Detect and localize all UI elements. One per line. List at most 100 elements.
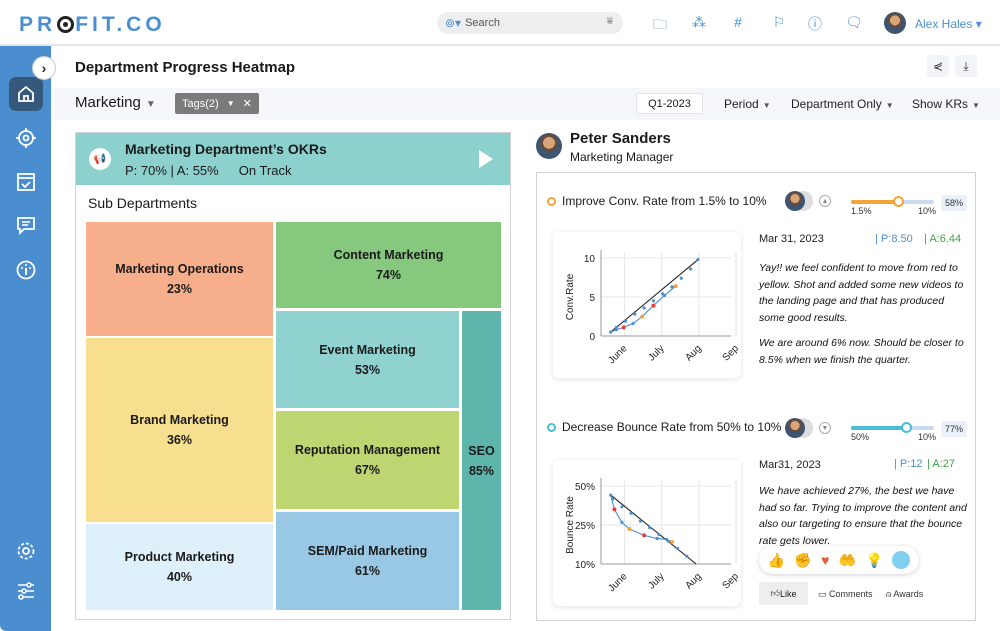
period-dropdown[interactable]: Period ▼ bbox=[724, 97, 771, 111]
search-input[interactable]: ⊚▾ Search ⩸ bbox=[437, 12, 623, 34]
sidebar-item-tasks[interactable] bbox=[12, 168, 40, 196]
okr-header[interactable]: 📢 Marketing Department’s OKRs P: 70% | A… bbox=[76, 133, 510, 185]
share-icon: ⋞ bbox=[932, 59, 944, 73]
sub-departments-label: Sub Departments bbox=[88, 195, 197, 211]
smile-icon[interactable] bbox=[892, 551, 911, 569]
sub-department-tile[interactable]: SEM/Paid Marketing 61% bbox=[276, 512, 459, 610]
download-button[interactable]: ⤓ bbox=[955, 55, 977, 77]
kr-title[interactable]: Improve Conv. Rate from 1.5% to 10% bbox=[562, 194, 767, 208]
y-tick-label: 10% bbox=[575, 560, 595, 571]
gauge-icon bbox=[16, 260, 36, 280]
sidebar-item-feedback[interactable] bbox=[12, 212, 40, 240]
help-icon[interactable]: ⓘ bbox=[808, 16, 822, 32]
highlight-point bbox=[621, 325, 626, 330]
like-button[interactable]: 👍︎ Like bbox=[759, 582, 808, 605]
planned-line bbox=[610, 494, 697, 565]
user-avatar[interactable] bbox=[884, 12, 906, 34]
planned-point bbox=[679, 276, 683, 280]
filter-icon[interactable]: ⩸ bbox=[606, 16, 613, 27]
checkin-date: Mar 31, 2023 bbox=[759, 233, 824, 245]
kr-progress-slider[interactable] bbox=[851, 422, 934, 433]
sub-department-tile[interactable]: SEO 85% bbox=[462, 311, 501, 610]
kr-progress-slider[interactable] bbox=[851, 196, 934, 207]
actual-point bbox=[609, 493, 613, 497]
highlight-point bbox=[673, 284, 678, 289]
sidebar-item-home[interactable] bbox=[9, 77, 43, 111]
top-bar: PR FIT.CO ⊚▾ Search ⩸ 🗀 ⁂ # ⚐ ⓘ 🗨 Alex Ha… bbox=[0, 0, 1000, 46]
sub-department-name: Event Marketing bbox=[319, 342, 416, 357]
kr-owner-avatar[interactable] bbox=[785, 191, 805, 211]
award-icon: ⍝ bbox=[886, 589, 894, 599]
sub-department-tile[interactable]: Brand Marketing 36% bbox=[86, 338, 273, 522]
sub-department-tile[interactable]: Event Marketing 53% bbox=[276, 311, 459, 408]
kr-owner-avatar[interactable] bbox=[785, 418, 805, 438]
show-krs-dropdown[interactable]: Show KRs ▼ bbox=[912, 97, 980, 111]
scope-dropdown[interactable]: Department Only ▼ bbox=[791, 97, 894, 111]
thumbs-up-icon[interactable]: 👍 bbox=[767, 551, 786, 568]
y-axis-label: Bounce Rate bbox=[565, 496, 576, 554]
sub-department-progress: 85% bbox=[468, 463, 495, 478]
message-icon bbox=[17, 217, 35, 236]
x-tick-label: Sep bbox=[721, 343, 741, 364]
checkin-comment: We are around 6% now. Should be closer t… bbox=[759, 337, 964, 366]
x-tick-label: Aug bbox=[683, 343, 703, 363]
planned-point bbox=[642, 306, 646, 310]
department-dropdown[interactable]: Marketing ▼ bbox=[75, 94, 156, 111]
checkin-comment: We have achieved 27%, the best we have h… bbox=[759, 485, 967, 547]
sub-department-tile[interactable]: Product Marketing 40% bbox=[86, 524, 273, 610]
home-icon bbox=[18, 85, 34, 102]
sub-department-name: SEO bbox=[468, 443, 495, 458]
arrow-down-icon: ▼ bbox=[819, 422, 831, 434]
actual-point bbox=[631, 321, 635, 326]
sidebar-item-objectives[interactable] bbox=[12, 124, 40, 152]
clap-icon[interactable]: ✊ bbox=[794, 551, 812, 568]
sub-department-name: Content Marketing bbox=[333, 248, 444, 262]
hashtag-icon[interactable]: # bbox=[734, 14, 742, 30]
user-menu[interactable]: Alex Hales ▾ bbox=[915, 17, 982, 31]
heart-hand-icon[interactable]: 🤲 bbox=[838, 551, 857, 568]
sub-department-tile[interactable]: Content Marketing 74% bbox=[276, 222, 501, 308]
highlight-point bbox=[642, 533, 647, 538]
planned-point bbox=[623, 319, 628, 323]
x-tick-label: July bbox=[646, 343, 666, 363]
sidebar-item-dashboard[interactable] bbox=[12, 256, 40, 284]
checkin-date: Mar31, 2023 bbox=[759, 459, 821, 471]
play-icon[interactable] bbox=[479, 150, 493, 168]
caret-down-icon: ▼ bbox=[145, 99, 156, 110]
y-tick-label: 0 bbox=[589, 332, 595, 343]
awards-button[interactable]: ⍝ Awards bbox=[886, 589, 924, 599]
hierarchy-icon[interactable]: ⁂ bbox=[692, 14, 706, 30]
planned-line bbox=[610, 259, 699, 333]
okr-status: On Track bbox=[238, 163, 292, 178]
sub-department-tile[interactable]: Marketing Operations 23% bbox=[86, 222, 273, 336]
download-icon: ⤓ bbox=[963, 58, 969, 73]
tags-filter[interactable]: Tags(2) ▼ ✕ bbox=[175, 93, 259, 114]
bulb-icon[interactable]: 💡 bbox=[865, 551, 883, 568]
sub-department-tile[interactable]: Reputation Management 67% bbox=[276, 411, 459, 509]
thumbs-up-icon: 👍︎ bbox=[770, 588, 780, 598]
actual-value: | A:27 bbox=[927, 458, 955, 470]
sliders-icon bbox=[18, 582, 34, 600]
logo[interactable]: PR FIT.CO bbox=[19, 13, 166, 36]
folder-search-icon[interactable]: 🗀 bbox=[653, 16, 667, 32]
sidebar-expand-button[interactable]: › bbox=[32, 56, 56, 80]
heart-icon[interactable]: ♥ bbox=[821, 552, 830, 568]
conv-rate-chart: 0 5 10 June July Aug Sep Conv.Rate bbox=[553, 232, 741, 378]
sub-department-name: Reputation Management bbox=[294, 443, 441, 457]
search-scope-icon[interactable]: ⊚▾ bbox=[445, 16, 462, 30]
period-value[interactable]: Q1-2023 bbox=[636, 93, 703, 114]
sidebar-item-settings[interactable] bbox=[12, 537, 40, 565]
actual-point bbox=[662, 293, 667, 298]
flag-icon[interactable]: ⚐ bbox=[772, 14, 786, 30]
kr-title[interactable]: Decrease Bounce Rate from 50% to 10% bbox=[562, 420, 782, 434]
okr-title: Marketing Department’s OKRs bbox=[125, 141, 327, 157]
sidebar-item-preferences[interactable] bbox=[12, 577, 40, 605]
planned-point bbox=[620, 505, 624, 509]
chat-icon[interactable]: 🗨 bbox=[845, 14, 863, 30]
kr-status-dot bbox=[547, 423, 556, 432]
sub-department-progress: 53% bbox=[354, 362, 381, 377]
owner-avatar[interactable] bbox=[536, 133, 562, 159]
clear-tags-icon[interactable]: ✕ bbox=[242, 98, 252, 110]
share-button[interactable]: ⋞ bbox=[927, 55, 949, 77]
comments-button[interactable]: ▭ Comments bbox=[818, 589, 873, 599]
